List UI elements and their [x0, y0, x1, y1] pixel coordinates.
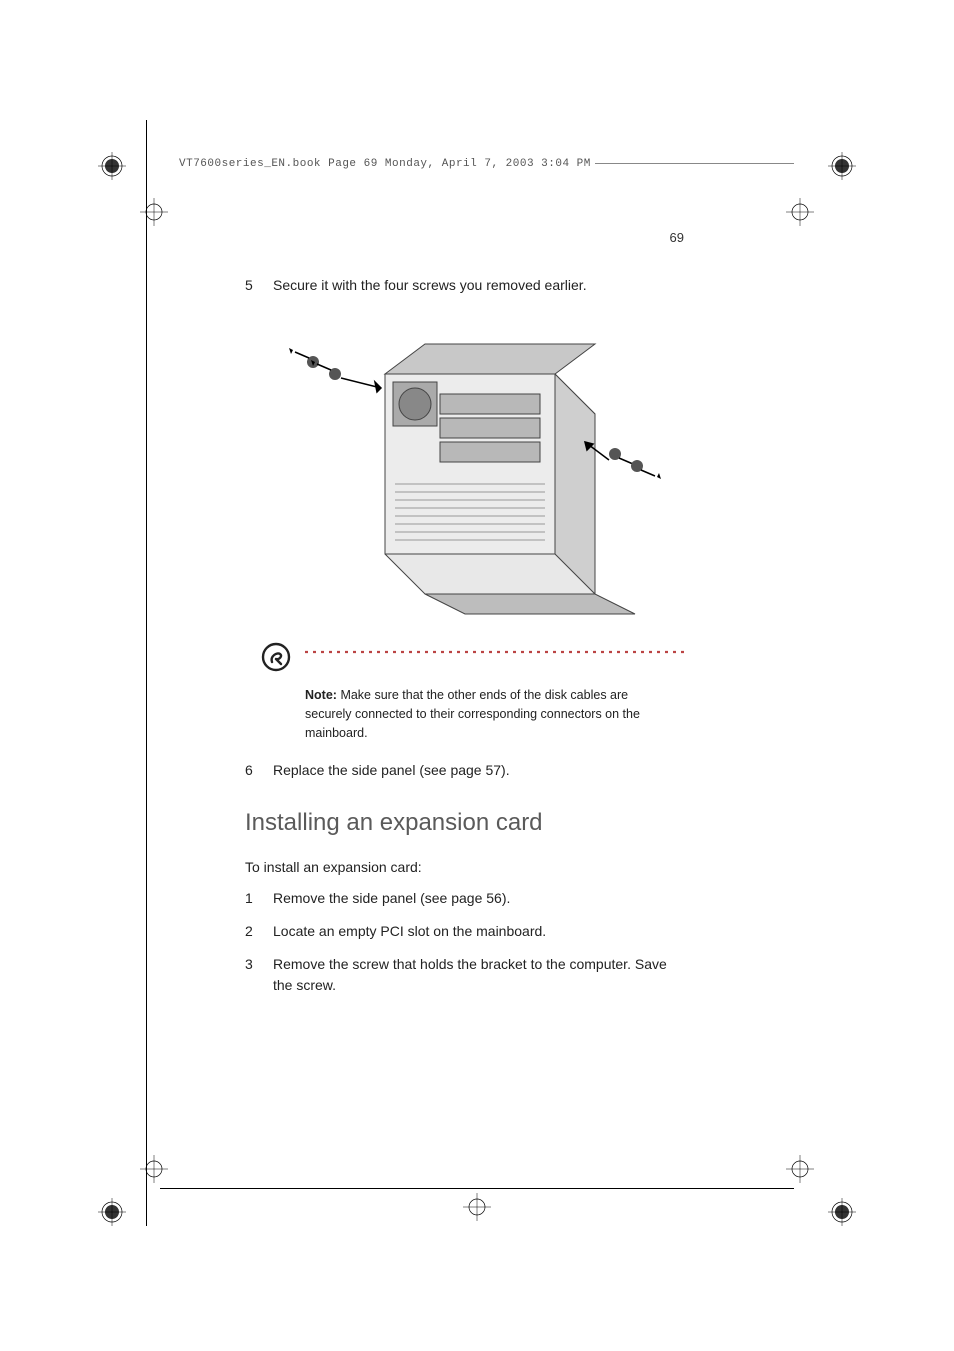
step-text: Remove the screw that holds the bracket … — [273, 954, 684, 996]
cropmark-icon — [140, 198, 168, 226]
step-item: 1 Remove the side panel (see page 56). — [245, 888, 684, 909]
step-text: Locate an empty PCI slot on the mainboar… — [273, 921, 684, 942]
book-header: VT7600series_EN.book Page 69 Monday, Apr… — [175, 158, 595, 170]
cropmark-icon — [463, 1193, 491, 1221]
section-intro: To install an expansion card: — [245, 857, 684, 878]
note-icon — [261, 642, 291, 672]
step-text: Secure it with the four screws you remov… — [273, 275, 684, 296]
page: VT7600series_EN.book Page 69 Monday, Apr… — [0, 0, 954, 1351]
step-item: 5 Secure it with the four screws you rem… — [245, 275, 684, 296]
note-body: Note: Make sure that the other ends of t… — [305, 686, 684, 742]
footer-rule — [160, 1188, 794, 1189]
note-row — [261, 642, 684, 672]
section-heading: Installing an expansion card — [245, 805, 684, 841]
cropmark-icon — [828, 1198, 856, 1226]
cropmark-icon — [98, 152, 126, 180]
cropmark-icon — [786, 1155, 814, 1183]
step-number: 3 — [245, 954, 273, 996]
step-number: 6 — [245, 760, 273, 781]
step-number: 1 — [245, 888, 273, 909]
step-text: Replace the side panel (see page 57). — [273, 760, 684, 781]
cropmark-icon — [828, 152, 856, 180]
body-content: 5 Secure it with the four screws you rem… — [245, 275, 684, 1008]
cropmark-icon — [786, 198, 814, 226]
cropmark-icon — [98, 1198, 126, 1226]
margin-line — [146, 120, 147, 1226]
case-illustration — [265, 314, 665, 624]
page-number: 69 — [670, 230, 684, 245]
note-dash-rule — [305, 642, 684, 663]
step-item: 2 Locate an empty PCI slot on the mainbo… — [245, 921, 684, 942]
note-text: Make sure that the other ends of the dis… — [305, 688, 640, 740]
step-number: 5 — [245, 275, 273, 296]
note-label: Note: — [305, 688, 337, 702]
cropmark-icon — [140, 1155, 168, 1183]
step-text: Remove the side panel (see page 56). — [273, 888, 684, 909]
step-item: 3 Remove the screw that holds the bracke… — [245, 954, 684, 996]
step-item: 6 Replace the side panel (see page 57). — [245, 760, 684, 781]
step-number: 2 — [245, 921, 273, 942]
